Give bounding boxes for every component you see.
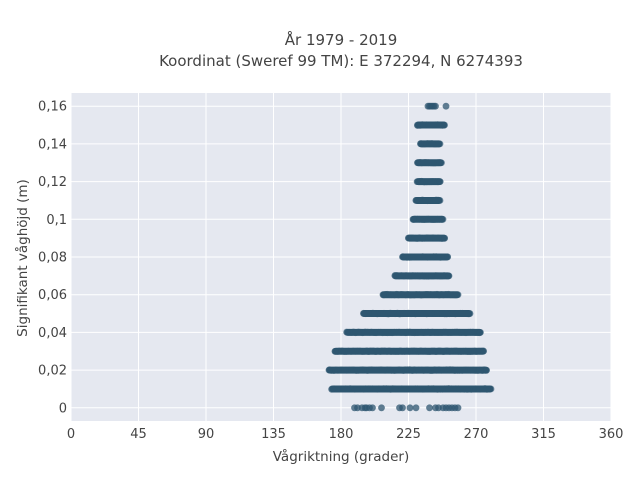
data-point bbox=[399, 253, 406, 261]
data-point bbox=[379, 291, 387, 299]
data-point bbox=[378, 404, 385, 412]
data-point bbox=[466, 310, 474, 317]
x-tick-label: 90 bbox=[198, 427, 215, 442]
height-band bbox=[399, 253, 452, 261]
x-tick-label: 135 bbox=[261, 427, 286, 442]
y-tick-label: 0,12 bbox=[38, 175, 67, 190]
data-point bbox=[477, 329, 484, 336]
height-band bbox=[379, 290, 462, 299]
y-tick-label: 0,04 bbox=[38, 326, 67, 341]
x-tick-label: 270 bbox=[464, 427, 489, 442]
data-point bbox=[441, 234, 448, 242]
data-point bbox=[444, 253, 451, 261]
data-point bbox=[439, 215, 447, 223]
x-tick-label: 360 bbox=[599, 427, 624, 442]
chart-title-line-2: Koordinat (Sweref 99 TM): E 372294, N 62… bbox=[159, 52, 523, 70]
x-tick-label: 45 bbox=[130, 427, 147, 442]
height-band bbox=[409, 215, 447, 223]
height-band bbox=[360, 309, 474, 318]
data-point bbox=[331, 347, 339, 355]
height-band bbox=[424, 102, 450, 110]
data-point bbox=[487, 385, 495, 393]
data-point bbox=[436, 197, 444, 204]
data-point bbox=[391, 272, 399, 280]
x-axis-ticks: 0 45 90 135 180 225 270 315 360 bbox=[67, 427, 624, 442]
height-band bbox=[328, 385, 495, 393]
y-tick-label: 0 bbox=[59, 401, 67, 416]
data-point bbox=[399, 404, 406, 412]
height-band bbox=[331, 347, 487, 356]
y-tick-label: 0,06 bbox=[38, 288, 67, 303]
data-point bbox=[409, 215, 417, 223]
height-band bbox=[405, 234, 449, 242]
x-tick-label: 315 bbox=[531, 427, 556, 442]
y-tick-label: 0,16 bbox=[38, 100, 67, 115]
height-band bbox=[413, 177, 444, 186]
data-point bbox=[441, 121, 448, 129]
chart-title-line-1: År 1979 - 2019 bbox=[285, 30, 398, 49]
data-point bbox=[426, 404, 433, 412]
data-point bbox=[480, 347, 487, 355]
data-point bbox=[412, 404, 420, 412]
y-tick-label: 0,02 bbox=[38, 364, 67, 379]
height-band bbox=[414, 121, 448, 129]
data-point bbox=[360, 310, 367, 317]
data-point bbox=[328, 385, 336, 393]
data-point bbox=[454, 291, 462, 299]
x-tick-label: 225 bbox=[396, 427, 421, 442]
data-point bbox=[369, 404, 376, 412]
data-point bbox=[436, 140, 444, 148]
data-point bbox=[436, 178, 444, 185]
y-axis-label: Signifikant våghöjd (m) bbox=[14, 179, 31, 337]
x-tick-label: 0 bbox=[67, 427, 75, 442]
height-band bbox=[414, 158, 445, 167]
height-band bbox=[325, 366, 490, 374]
x-tick-label: 180 bbox=[329, 427, 354, 442]
data-point bbox=[454, 404, 462, 412]
data-point bbox=[405, 234, 412, 242]
y-tick-label: 0,14 bbox=[38, 137, 67, 152]
y-axis-ticks: 0 0,02 0,04 0,06 0,08 0,1 0,12 0,14 0,16 bbox=[38, 100, 67, 417]
data-point bbox=[406, 404, 414, 412]
data-points bbox=[325, 102, 495, 412]
data-point bbox=[483, 366, 490, 374]
data-point bbox=[445, 272, 453, 280]
y-tick-label: 0,1 bbox=[46, 213, 67, 228]
height-band bbox=[412, 196, 444, 205]
height-band bbox=[343, 328, 484, 337]
data-point bbox=[412, 197, 420, 204]
y-tick-label: 0,08 bbox=[38, 251, 67, 266]
height-band bbox=[417, 140, 444, 148]
data-point bbox=[432, 102, 439, 110]
height-band bbox=[351, 404, 462, 412]
data-point bbox=[343, 329, 351, 336]
x-axis-label: Vågriktning (grader) bbox=[273, 448, 410, 465]
data-point bbox=[442, 102, 450, 110]
data-point bbox=[438, 159, 445, 167]
data-point bbox=[414, 121, 421, 129]
height-band bbox=[391, 272, 453, 280]
data-point bbox=[325, 366, 333, 374]
data-point bbox=[414, 159, 421, 167]
data-point bbox=[417, 140, 424, 148]
data-point bbox=[414, 178, 421, 185]
